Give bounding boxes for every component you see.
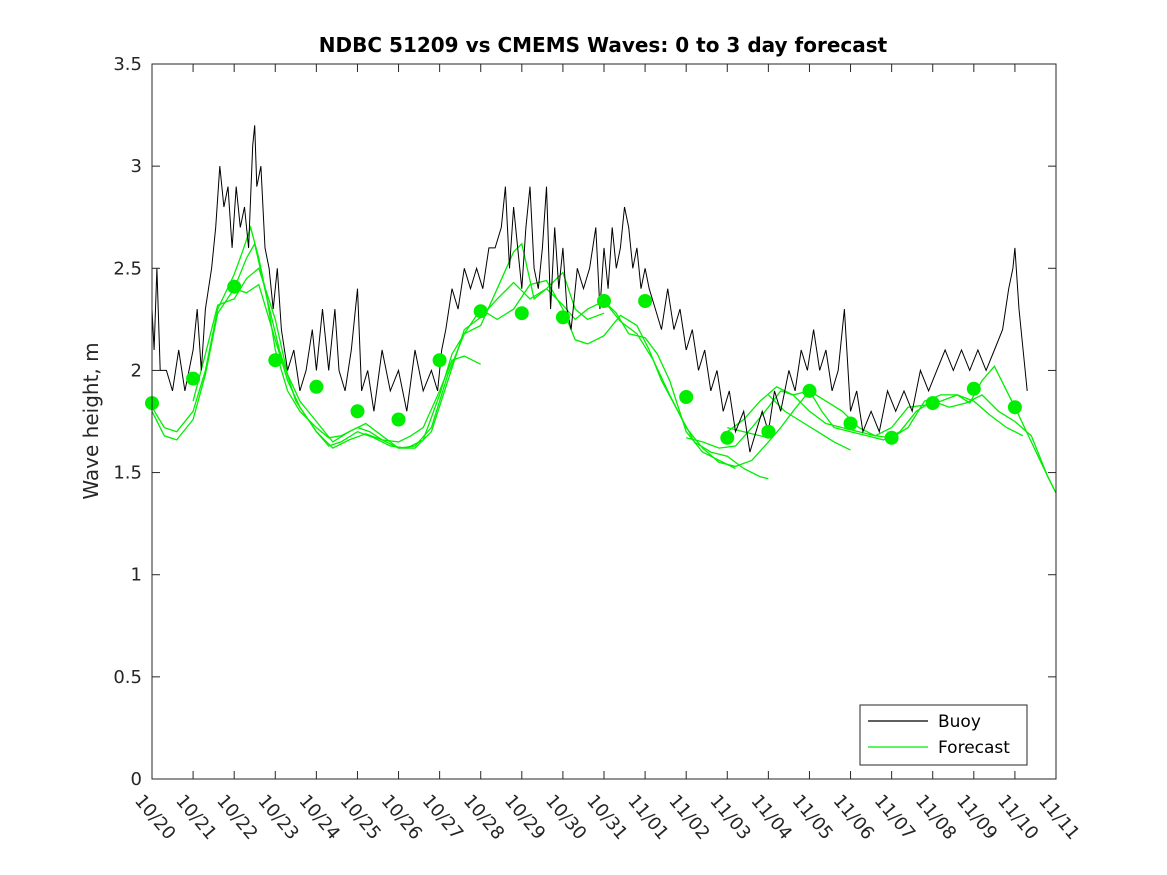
x-tick-label: 10/23 (253, 791, 302, 844)
x-tick-label: 10/27 (418, 791, 467, 844)
legend-box (859, 704, 1028, 766)
x-tick-label: 10/20 (130, 791, 179, 844)
y-axis-title: Wave height, m (79, 342, 103, 499)
x-tick-label: 11/11 (1034, 791, 1083, 844)
forecast-line (686, 390, 1057, 494)
x-tick-label: 11/04 (747, 791, 796, 844)
x-tick-label: 11/02 (664, 791, 713, 844)
plot-area (152, 64, 1056, 779)
x-tick-label: 11/09 (952, 791, 1001, 844)
x-tick-label: 10/24 (295, 791, 344, 844)
x-tick-label: 10/28 (459, 791, 508, 844)
x-tick-label: 10/22 (212, 791, 261, 844)
forecast-marker (925, 396, 940, 411)
forecast-marker (966, 381, 981, 396)
y-tick-label: 2 (131, 360, 142, 381)
y-tick-label: 0 (131, 769, 142, 790)
x-tick-label: 11/01 (623, 791, 672, 844)
forecast-marker (679, 390, 694, 404)
legend: Buoy Forecast (859, 704, 1028, 766)
y-tick-label: 1 (131, 565, 142, 586)
x-tick-label: 11/10 (993, 791, 1042, 844)
forecast-marker (1007, 400, 1022, 415)
forecast-line (726, 365, 1057, 494)
forecast-line (767, 394, 851, 451)
forecast-marker (473, 304, 488, 319)
x-tick-label: 11/08 (911, 791, 960, 844)
forecast-marker (802, 383, 817, 398)
forecast-marker (761, 424, 776, 439)
forecast-marker (843, 416, 858, 431)
forecast-marker (391, 412, 406, 427)
forecast-marker (186, 371, 201, 386)
x-tick-label: 11/05 (788, 791, 837, 844)
x-tick-label: 11/03 (705, 791, 754, 844)
legend-forecast-label: Forecast (938, 738, 1010, 758)
forecast-marker (432, 353, 447, 368)
forecast-marker (350, 404, 365, 419)
x-tick-label: 10/29 (500, 791, 549, 844)
y-tick-label: 2.5 (113, 258, 142, 279)
forecast-marker (597, 294, 611, 308)
y-tick-label: 1.5 (113, 463, 142, 484)
forecast-marker (268, 353, 283, 368)
forecast-line (151, 225, 481, 443)
forecast-marker (555, 310, 570, 325)
x-tick-label: 11/06 (829, 791, 878, 844)
forecast-line (192, 267, 736, 470)
buoy-line (151, 125, 1028, 453)
x-tick-label: 10/26 (377, 791, 426, 844)
chart-title: NDBC 51209 vs CMEMS Waves: 0 to 3 day fo… (319, 33, 888, 57)
x-tick-label: 10/30 (541, 791, 590, 844)
forecast-markers (145, 279, 1022, 445)
x-tick-label: 10/25 (336, 791, 385, 844)
forecast-marker (638, 294, 653, 308)
forecast-marker (309, 379, 324, 394)
legend-buoy-label: Buoy (938, 712, 981, 732)
y-tick-label: 0.5 (113, 667, 142, 688)
x-tick-label: 10/31 (582, 791, 631, 844)
forecast-marker (514, 306, 529, 321)
forecast-line (151, 242, 605, 449)
y-tick-label: 3.5 (113, 54, 142, 75)
y-tick-label: 3 (131, 156, 142, 177)
y-axis: 0 0.5 1 1.5 2 2.5 3 3.5 (113, 54, 1056, 790)
forecast-marker (227, 279, 242, 294)
x-tick-label: 10/21 (171, 791, 220, 844)
forecast-marker (720, 430, 735, 445)
forecast-marker (884, 430, 899, 445)
x-tick-label: 11/07 (870, 791, 919, 844)
